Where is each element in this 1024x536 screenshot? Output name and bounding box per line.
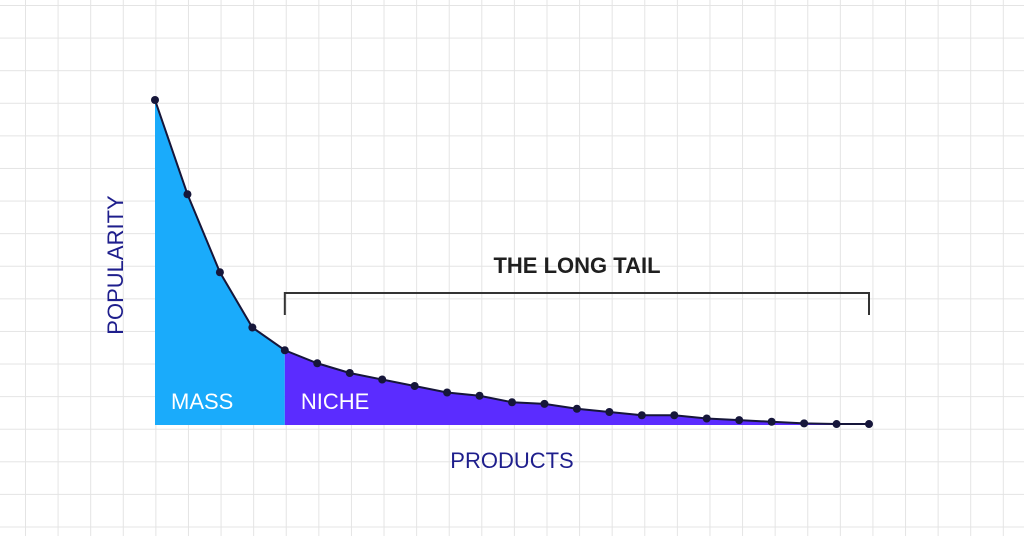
point (183, 190, 192, 199)
point (572, 404, 581, 413)
point (832, 420, 841, 429)
point (670, 411, 679, 420)
point (735, 416, 744, 425)
point (313, 359, 322, 368)
point (410, 382, 419, 390)
point (443, 388, 452, 397)
y-axis-label: POPULARITY (103, 195, 128, 335)
point (508, 398, 516, 407)
annotation: THE LONG TAIL (493, 253, 660, 278)
point (767, 417, 776, 426)
point (215, 268, 224, 277)
area (284, 350, 869, 425)
point (345, 369, 354, 377)
point (540, 399, 549, 408)
area-label: NICHE (301, 389, 369, 414)
point (280, 346, 289, 355)
point (637, 411, 646, 420)
point (151, 96, 159, 104)
point (248, 323, 257, 332)
x-axis-label: PRODUCTS (450, 448, 573, 473)
point (800, 419, 809, 428)
point (702, 414, 711, 423)
area-label: MASS (171, 389, 233, 414)
area (155, 100, 285, 425)
bracket (283, 292, 870, 315)
point (865, 420, 873, 429)
point (475, 391, 484, 400)
point (605, 408, 614, 416)
point (378, 375, 387, 384)
